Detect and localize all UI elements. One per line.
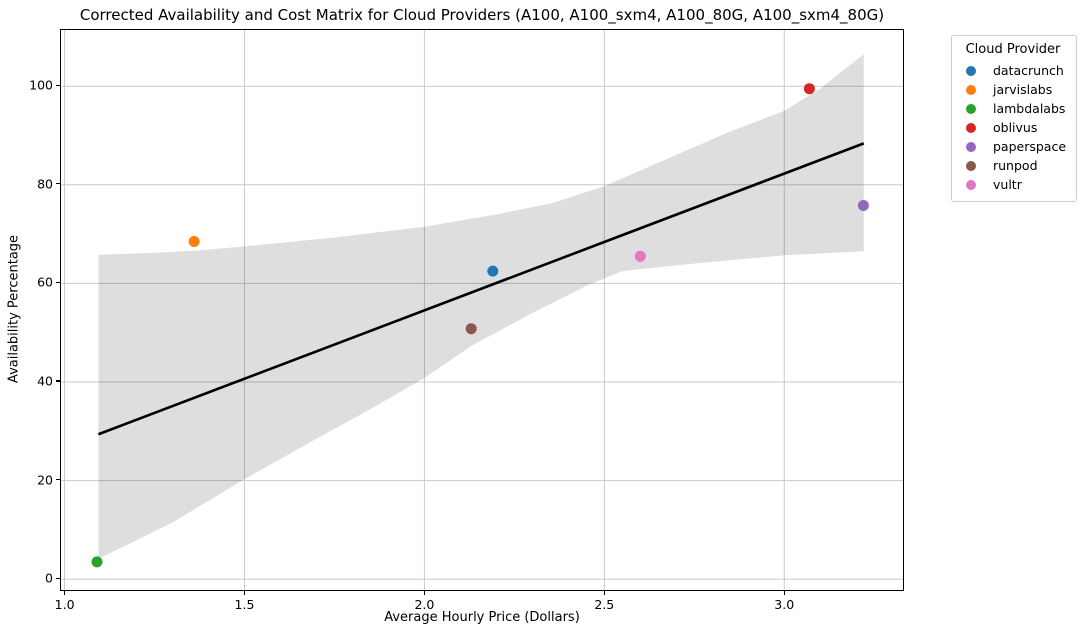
x-tick-label: 2.5 — [594, 597, 615, 612]
plot-svg — [61, 30, 903, 590]
y-tick-label: 100 — [29, 77, 53, 93]
scatter-point-runpod — [465, 323, 477, 335]
confidence-band-area — [98, 54, 864, 559]
x-tick-mark — [603, 591, 606, 595]
legend-label: runpod — [993, 158, 1038, 173]
scatter-point-oblivus — [803, 83, 815, 95]
legend-item-datacrunch: datacrunch — [960, 61, 1066, 80]
confidence-band — [98, 54, 864, 559]
y-tick-label: 20 — [37, 472, 53, 488]
legend-item-vultr: vultr — [960, 175, 1066, 194]
legend-swatch-icon — [966, 160, 976, 171]
legend-label: jarvislabs — [993, 82, 1053, 97]
gridlines — [61, 30, 903, 590]
x-tick-label: 1.5 — [234, 597, 255, 612]
y-axis-label: Availability Percentage — [6, 234, 22, 384]
scatter-point-paperspace — [857, 200, 869, 211]
legend-title: Cloud Provider — [965, 42, 1061, 57]
legend-swatch-icon — [966, 122, 976, 133]
legend-item-lambdalabs: lambdalabs — [960, 99, 1066, 118]
x-tick-mark — [244, 591, 246, 595]
legend-label: datacrunch — [993, 63, 1064, 78]
legend-swatch-icon — [966, 179, 976, 190]
legend-label: vultr — [993, 177, 1022, 192]
x-tick-label: 2.0 — [414, 597, 435, 612]
legend-label: paperspace — [993, 139, 1067, 154]
x-tick-label: 1.0 — [54, 597, 75, 612]
scatter-points — [91, 83, 869, 568]
regression-line — [97, 142, 865, 436]
legend-label: lambdalabs — [993, 101, 1066, 116]
legend-item-oblivus: oblivus — [960, 118, 1066, 137]
x-tick-label: 3.0 — [774, 597, 795, 612]
y-tick-label: 60 — [37, 274, 53, 290]
y-tick-mark — [56, 281, 60, 284]
legend-swatch-icon — [966, 65, 976, 76]
plot-area — [60, 29, 904, 591]
legend-swatch-icon — [966, 141, 976, 152]
legend-swatch-icon — [966, 84, 976, 95]
legend-label: oblivus — [993, 120, 1038, 135]
x-tick-mark — [423, 591, 426, 595]
legend-swatch-icon — [966, 103, 976, 114]
scatter-point-datacrunch — [487, 265, 499, 277]
y-tick-mark — [56, 577, 60, 579]
legend-item-jarvislabs: jarvislabs — [960, 80, 1066, 99]
y-tick-label: 0 — [45, 570, 53, 586]
y-tick-label: 80 — [37, 176, 53, 192]
legend-item-runpod: runpod — [960, 156, 1066, 175]
y-tick-label: 40 — [37, 373, 53, 389]
scatter-point-lambdalabs — [91, 556, 103, 568]
x-axis-label: Average Hourly Price (Dollars) — [384, 610, 580, 625]
regression-line-path — [97, 142, 865, 436]
y-tick-mark — [56, 183, 60, 185]
y-tick-mark — [56, 84, 60, 86]
x-tick-mark — [64, 591, 66, 595]
scatter-point-vultr — [634, 250, 646, 262]
legend-items: datacrunch jarvislabs lambdalabs oblivus pap… — [960, 61, 1066, 194]
y-tick-mark — [56, 380, 60, 382]
y-tick-mark — [56, 479, 60, 481]
legend: Cloud Provider datacrunch jarvislabs lambd… — [951, 35, 1078, 202]
scatter-point-jarvislabs — [188, 236, 200, 247]
chart-title: Corrected Availability and Cost Matrix f… — [79, 6, 885, 24]
legend-item-paperspace: paperspace — [960, 137, 1066, 156]
x-tick-mark — [783, 591, 785, 595]
